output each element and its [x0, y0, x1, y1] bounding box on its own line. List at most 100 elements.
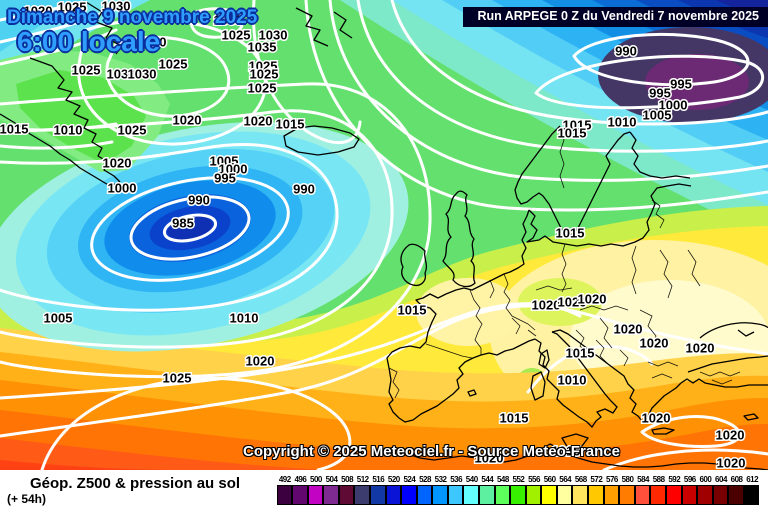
- pressure-label: 1035: [214, 13, 243, 28]
- pressure-label: 1020: [558, 295, 587, 310]
- country-borders: [388, 127, 741, 399]
- legend-value: 564: [559, 475, 572, 484]
- pressure-label: 1010: [230, 311, 259, 326]
- legend-entry: 544: [479, 474, 496, 505]
- legend-swatch: [432, 485, 448, 505]
- pressure-label: 1025: [222, 28, 251, 43]
- legend-value: 492: [278, 475, 291, 484]
- legend-swatch: [463, 485, 480, 505]
- pressure-label: 1015: [0, 122, 28, 137]
- legend-swatch: [556, 485, 573, 505]
- legend-entry: 500: [307, 474, 324, 505]
- pressure-label: 1025: [248, 81, 277, 96]
- legend-swatch: [541, 485, 557, 505]
- legend-entry: 504: [323, 474, 340, 505]
- legend-swatch: [479, 485, 495, 505]
- legend-value: 500: [310, 475, 322, 484]
- legend-entry: 552: [510, 474, 527, 505]
- footer-bar: Géop. Z500 & pression au sol (+ 54h) 492…: [0, 470, 768, 512]
- legend-value: 552: [512, 475, 525, 484]
- pressure-label: 1015: [563, 118, 592, 133]
- pressure-label: 1025: [58, 0, 87, 15]
- map-title: Géop. Z500 & pression au sol: [30, 475, 241, 492]
- legend-swatch: [572, 485, 589, 505]
- legend-swatch: [276, 485, 293, 505]
- pressure-label: 1010: [54, 123, 83, 138]
- pressure-label: 1020: [640, 336, 669, 351]
- legend-swatch: [494, 485, 511, 505]
- pressure-label: 1020: [103, 156, 132, 171]
- legend-entry: 532: [432, 474, 449, 505]
- legend-value: 532: [434, 475, 447, 484]
- legend-swatch: [712, 485, 729, 505]
- legend-value: 504: [325, 475, 338, 484]
- pressure-label: 1000: [108, 181, 137, 196]
- legend-swatch: [323, 485, 339, 505]
- legend-swatch: [525, 485, 542, 505]
- legend-swatch: [665, 485, 682, 505]
- pressure-label: 1000: [659, 98, 688, 113]
- legend-swatch: [510, 485, 526, 505]
- legend-entry: 512: [354, 474, 371, 505]
- legend-entry: 604: [712, 474, 729, 505]
- pressure-label: 1005: [210, 154, 239, 169]
- pressure-label: 1015: [558, 126, 587, 141]
- pressure-label: 1020: [614, 322, 643, 337]
- legend-entry: 540: [463, 474, 480, 505]
- legend-entry: 568: [572, 474, 589, 505]
- legend-swatch: [354, 485, 370, 505]
- legend-value: 612: [746, 475, 759, 484]
- legend-entry: 520: [385, 474, 402, 505]
- legend-entry: 580: [619, 474, 636, 505]
- legend-entry: 572: [588, 474, 605, 505]
- legend-entry: 548: [494, 474, 511, 505]
- legend-value: 560: [543, 475, 556, 484]
- pressure-label: 1035: [248, 40, 277, 55]
- pressure-label: 1020: [24, 4, 53, 19]
- legend-value: 600: [699, 475, 712, 484]
- legend-value: 508: [341, 475, 354, 484]
- legend-swatch: [401, 485, 417, 505]
- pressure-label: 995: [649, 86, 671, 101]
- legend-entry: 584: [634, 474, 651, 505]
- legend-swatch: [385, 485, 402, 505]
- pressure-label: 1020: [716, 428, 745, 443]
- pressure-label: 1020: [244, 114, 273, 129]
- legend-value: 604: [715, 475, 727, 484]
- pressure-label: 1015: [556, 226, 585, 241]
- pressure-label: 990: [293, 182, 315, 197]
- legend-value: 528: [419, 475, 431, 484]
- legend-swatch: [369, 485, 386, 505]
- pressure-label: 990: [188, 193, 210, 208]
- pressure-label: 1015: [566, 346, 595, 361]
- legend-entry: 508: [338, 474, 355, 505]
- legend-entry: 536: [447, 474, 464, 505]
- legend-entry: 516: [369, 474, 386, 505]
- pressure-label: 1020: [717, 456, 746, 471]
- legend-value: 516: [372, 475, 385, 484]
- legend-entry: 560: [541, 474, 558, 505]
- legend-swatch: [650, 485, 666, 505]
- legend-value: 584: [637, 475, 650, 484]
- legend-entry: 492: [276, 474, 293, 505]
- pressure-label: 990: [615, 44, 637, 59]
- legend-entry: 496: [292, 474, 309, 505]
- legend-value: 572: [590, 475, 603, 484]
- legend-swatch: [447, 485, 464, 505]
- pressure-label: 1025: [159, 57, 188, 72]
- legend-swatch: [697, 485, 713, 505]
- legend-swatch: [588, 485, 604, 505]
- legend-entry: 600: [697, 474, 714, 505]
- pressure-label: 1005: [643, 108, 672, 123]
- legend-entry: 588: [650, 474, 667, 505]
- pressure-label: 1015: [500, 411, 529, 426]
- copyright-notice: Copyright © 2025 Meteociel.fr - Source M…: [243, 443, 620, 460]
- legend-swatch: [743, 485, 760, 505]
- forecast-hour: (+ 54h): [7, 492, 47, 506]
- legend-entry: 528: [416, 474, 433, 505]
- pressure-label: 1025: [163, 371, 192, 386]
- legend-value: 556: [528, 475, 540, 484]
- pressure-label: 985: [172, 216, 194, 231]
- pressure-label: 1020: [686, 341, 715, 356]
